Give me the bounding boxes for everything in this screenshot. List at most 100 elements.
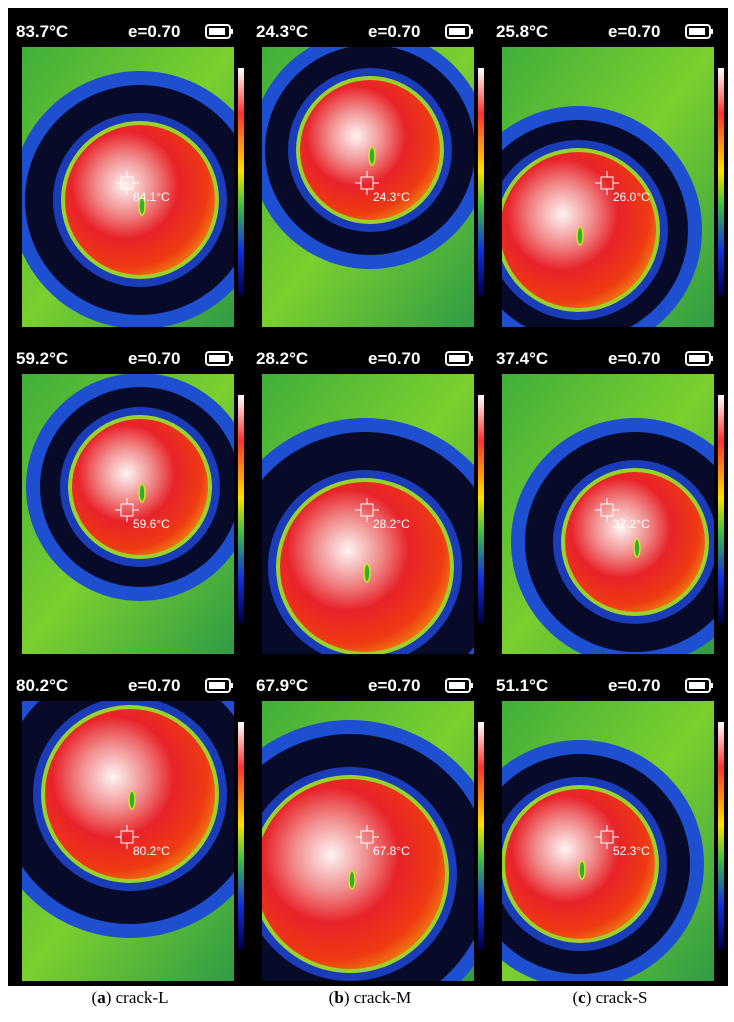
thermal-panel: 51.1°C e=0.70 52.3°C xyxy=(490,664,728,986)
thermal-image: 37.2°C xyxy=(502,351,724,654)
thermal-image: 80.2°C xyxy=(22,678,244,981)
caption-part: ( xyxy=(91,988,98,1007)
thermal-panel: 28.2°C e=0.70 28.2°C xyxy=(250,337,488,659)
image-content xyxy=(262,374,474,654)
battery-tip xyxy=(230,29,233,34)
battery-level xyxy=(209,682,225,689)
max-temperature: 24.3°C xyxy=(256,22,309,41)
emissivity: e=0.70 xyxy=(368,676,421,695)
max-temperature: 83.7°C xyxy=(16,22,69,41)
caption-part: ( xyxy=(328,988,335,1007)
color-bar xyxy=(718,395,724,623)
spot-temperature: 37.2°C xyxy=(613,517,650,531)
color-bar xyxy=(478,395,484,623)
battery-level xyxy=(689,682,705,689)
thermal-panel: 83.7°C e=0.70 84.1°C xyxy=(10,10,248,332)
battery-tip xyxy=(710,683,713,688)
spot-temperature: 80.2°C xyxy=(133,844,170,858)
image-content xyxy=(502,47,714,327)
image-content xyxy=(502,701,714,981)
battery-tip xyxy=(710,29,713,34)
max-temperature: 28.2°C xyxy=(256,349,309,368)
caption-part: ) crack-L xyxy=(105,988,169,1007)
max-temperature: 37.4°C xyxy=(496,349,549,368)
max-temperature: 67.9°C xyxy=(256,676,309,695)
color-bar xyxy=(718,68,724,296)
crosshair-lines xyxy=(355,825,379,849)
max-temperature: 25.8°C xyxy=(496,22,549,41)
figure-grid: 83.7°C e=0.70 84.1°C 24.3°C e=0.70 24.3°C 25.8… xyxy=(8,8,728,986)
thermal-panel: 24.3°C e=0.70 24.3°C xyxy=(250,10,488,332)
battery-level xyxy=(689,28,705,35)
emissivity: e=0.70 xyxy=(608,676,661,695)
crosshair-lines xyxy=(595,498,619,522)
caption: (a) crack-L xyxy=(10,988,250,1008)
caption: (b) crack-M xyxy=(250,988,490,1008)
color-bar xyxy=(718,722,724,950)
battery-level xyxy=(209,28,225,35)
crosshair-lines xyxy=(595,171,619,195)
battery-level xyxy=(449,355,465,362)
caption-part: b xyxy=(334,988,344,1007)
crack xyxy=(128,790,136,810)
caption: (c) crack-S xyxy=(490,988,730,1008)
battery-level xyxy=(209,355,225,362)
crosshair-lines xyxy=(115,498,139,522)
caption-part: c xyxy=(578,988,586,1007)
spot-temperature: 59.6°C xyxy=(133,517,170,531)
thermal-image: 59.6°C xyxy=(22,351,244,654)
thermal-image: 52.3°C xyxy=(502,678,724,981)
max-temperature: 59.2°C xyxy=(16,349,69,368)
battery-tip xyxy=(470,29,473,34)
crosshair-lines xyxy=(115,171,139,195)
color-bar xyxy=(478,68,484,296)
battery-tip xyxy=(470,356,473,361)
emissivity: e=0.70 xyxy=(608,349,661,368)
caption-part: ( xyxy=(572,988,579,1007)
battery-tip xyxy=(710,356,713,361)
battery-level xyxy=(449,28,465,35)
color-bar xyxy=(238,68,244,296)
crack xyxy=(138,483,146,503)
thermal-image: 28.2°C xyxy=(262,351,484,654)
image-content xyxy=(262,701,474,981)
battery-tip xyxy=(230,683,233,688)
caption-part: ) crack-M xyxy=(343,988,412,1007)
emissivity: e=0.70 xyxy=(128,349,181,368)
crack xyxy=(633,538,641,558)
crack xyxy=(348,870,356,890)
crosshair-lines xyxy=(595,825,619,849)
crack xyxy=(578,860,586,880)
spot-temperature: 67.8°C xyxy=(373,844,410,858)
crack xyxy=(368,146,376,166)
emissivity: e=0.70 xyxy=(128,676,181,695)
caption-part: a xyxy=(97,988,106,1007)
crack xyxy=(576,226,584,246)
thermal-panel: 67.9°C e=0.70 67.8°C xyxy=(250,664,488,986)
battery-tip xyxy=(470,683,473,688)
max-temperature: 80.2°C xyxy=(16,676,69,695)
crosshair-lines xyxy=(355,498,379,522)
emissivity: e=0.70 xyxy=(368,22,421,41)
thermal-image: 26.0°C xyxy=(502,24,724,327)
battery-level xyxy=(449,682,465,689)
image-content xyxy=(262,47,474,327)
battery-tip xyxy=(230,356,233,361)
crosshair-lines xyxy=(115,825,139,849)
crack xyxy=(138,196,146,216)
thermal-panel: 25.8°C e=0.70 26.0°C xyxy=(490,10,728,332)
spot-temperature: 24.3°C xyxy=(373,190,410,204)
spot-temperature: 84.1°C xyxy=(133,190,170,204)
thermal-image: 24.3°C xyxy=(262,24,484,327)
thermal-panel: 80.2°C e=0.70 80.2°C xyxy=(10,664,248,986)
crosshair-lines xyxy=(355,171,379,195)
color-bar xyxy=(238,722,244,950)
thermal-image: 84.1°C xyxy=(22,24,244,327)
emissivity: e=0.70 xyxy=(608,22,661,41)
battery-level xyxy=(689,355,705,362)
thermal-panel: 59.2°C e=0.70 59.6°C xyxy=(10,337,248,659)
image-content xyxy=(22,701,234,981)
max-temperature: 51.1°C xyxy=(496,676,549,695)
thermal-image: 67.8°C xyxy=(262,678,484,981)
